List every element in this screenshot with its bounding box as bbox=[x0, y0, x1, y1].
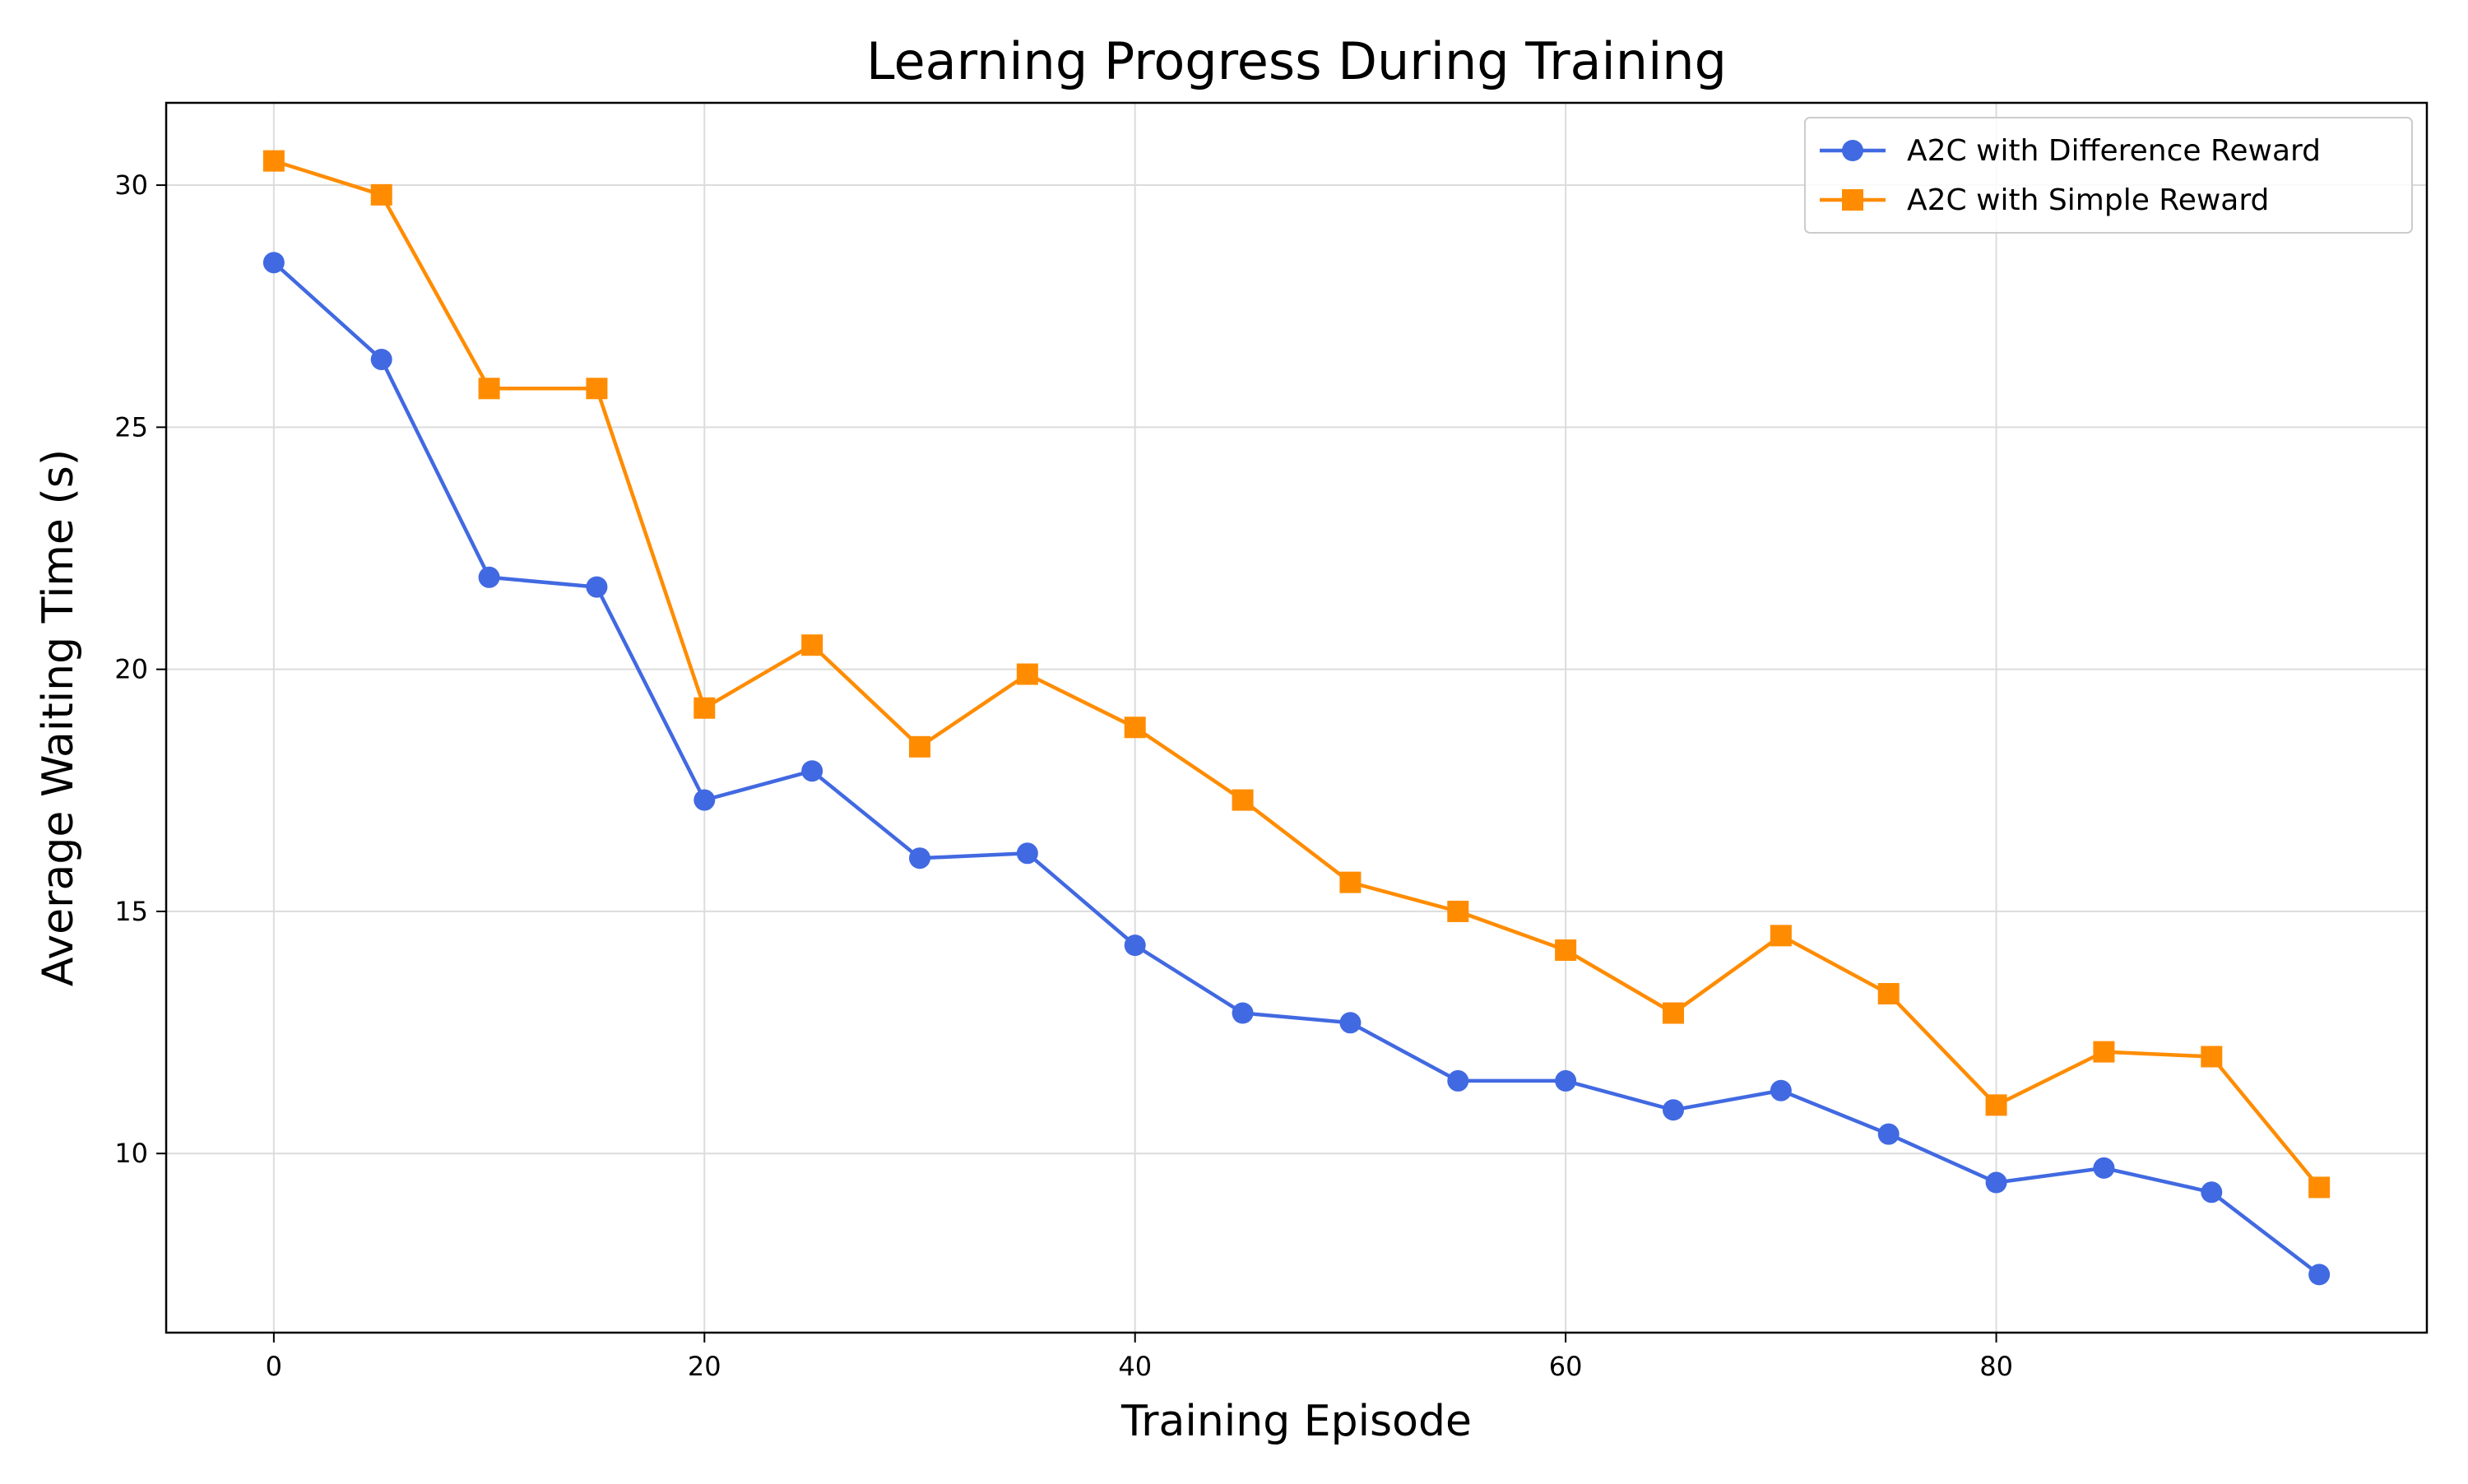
data-point-circle bbox=[478, 566, 500, 588]
data-point-square bbox=[262, 150, 285, 172]
data-point-square bbox=[1232, 789, 1254, 811]
y-tick-label: 20 bbox=[114, 654, 148, 685]
data-point-circle bbox=[2308, 1264, 2331, 1286]
data-point-circle bbox=[1877, 1123, 1900, 1145]
legend: A2C with Difference Reward A2C with Simpl… bbox=[1804, 117, 2413, 234]
data-point-circle bbox=[909, 847, 930, 870]
series-1 bbox=[262, 252, 2331, 1286]
legend-box bbox=[1804, 117, 2413, 234]
legend-marker-circle bbox=[1842, 140, 1863, 161]
data-point-square bbox=[909, 735, 930, 758]
data-point-circle bbox=[694, 789, 716, 811]
data-point-square bbox=[1555, 939, 1577, 962]
chart-title: Learning Progress During Training bbox=[866, 31, 1727, 91]
data-point-square bbox=[1663, 1002, 1684, 1024]
data-point-circle bbox=[586, 576, 608, 598]
legend-item: A2C with Simple Reward bbox=[1820, 183, 2269, 217]
legend-label: A2C with Simple Reward bbox=[1907, 183, 2269, 217]
data-point-square bbox=[694, 697, 716, 719]
data-point-square bbox=[1124, 716, 1146, 739]
data-point-circle bbox=[801, 760, 823, 782]
data-point-circle bbox=[262, 252, 285, 274]
data-point-circle bbox=[1016, 842, 1038, 865]
legend-marker-square bbox=[1842, 189, 1863, 211]
data-point-square bbox=[586, 378, 608, 400]
plot-frame bbox=[165, 101, 2429, 1334]
x-axis-label: Training Episode bbox=[1120, 1397, 1472, 1446]
y-tick-label: 30 bbox=[114, 169, 148, 201]
data-point-square bbox=[370, 183, 392, 206]
series-line bbox=[272, 261, 2321, 1277]
data-point-square bbox=[801, 634, 823, 656]
data-point-circle bbox=[1985, 1171, 2007, 1194]
ticks: 0 20 40 60 80 10 15 20 25 30 bbox=[114, 169, 2013, 1382]
y-tick-label: 25 bbox=[114, 411, 148, 443]
data-point-circle bbox=[1447, 1069, 1469, 1092]
data-point-circle bbox=[2093, 1157, 2115, 1179]
data-point-square bbox=[478, 378, 500, 400]
data-point-square bbox=[1877, 982, 1900, 1004]
x-tick-label: 20 bbox=[688, 1351, 721, 1382]
data-point-square bbox=[2201, 1046, 2223, 1068]
data-point-circle bbox=[1555, 1069, 1577, 1092]
data-point-square bbox=[1985, 1094, 2007, 1116]
data-point-circle bbox=[1339, 1012, 1362, 1034]
y-axis-label: Average Waiting Time (s) bbox=[34, 449, 83, 986]
y-tick-label: 10 bbox=[114, 1138, 148, 1169]
data-point-circle bbox=[1663, 1099, 1684, 1121]
x-tick-label: 60 bbox=[1549, 1351, 1583, 1382]
data-point-circle bbox=[1124, 934, 1146, 957]
series-layer bbox=[262, 150, 2331, 1286]
data-point-square bbox=[1339, 871, 1362, 893]
data-point-circle bbox=[370, 348, 392, 370]
x-tick-label: 40 bbox=[1118, 1351, 1152, 1382]
series-2 bbox=[262, 150, 2331, 1199]
data-point-square bbox=[1016, 663, 1038, 685]
data-point-circle bbox=[1770, 1079, 1792, 1101]
series-line bbox=[273, 159, 2321, 1189]
data-point-square bbox=[2308, 1176, 2331, 1199]
data-point-circle bbox=[2201, 1181, 2223, 1203]
legend-item: A2C with Difference Reward bbox=[1820, 134, 2321, 168]
y-tick-label: 15 bbox=[114, 896, 148, 927]
legend-label: A2C with Difference Reward bbox=[1907, 134, 2321, 168]
data-point-circle bbox=[1232, 1002, 1254, 1024]
data-point-square bbox=[1770, 925, 1792, 947]
x-tick-label: 0 bbox=[266, 1351, 282, 1382]
data-point-square bbox=[2093, 1041, 2115, 1063]
data-point-square bbox=[1447, 900, 1469, 922]
x-tick-label: 80 bbox=[1979, 1351, 2013, 1382]
